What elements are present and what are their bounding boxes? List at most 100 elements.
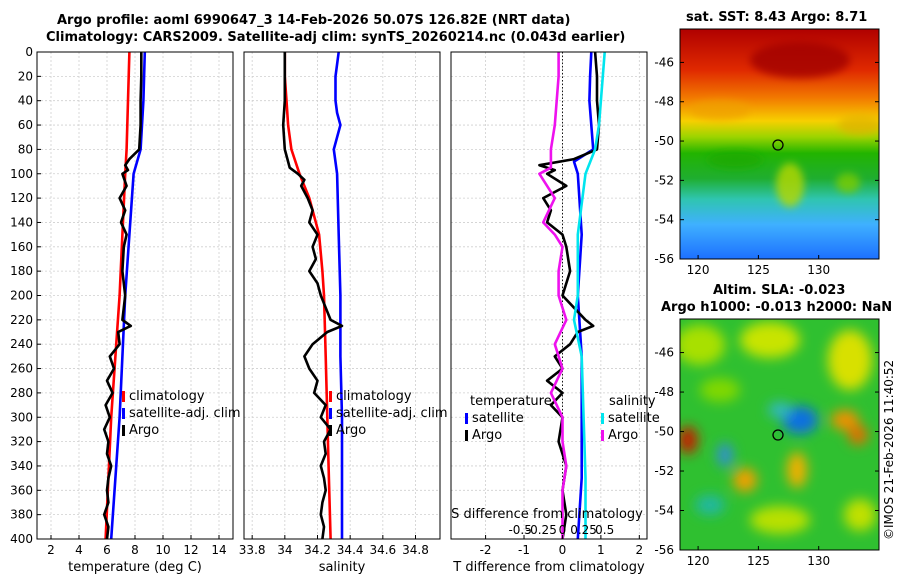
y-tick-label: 180 — [10, 264, 33, 278]
map-lat-label: -52 — [654, 464, 674, 478]
legend-swatch — [122, 425, 125, 436]
series-line-argo — [281, 52, 344, 540]
x-tick-label: 34.6 — [369, 543, 396, 557]
legend-swatch — [465, 430, 468, 441]
legend-label: climatology — [336, 389, 412, 404]
map-lat-label: -50 — [654, 134, 674, 148]
map-lon-label: 130 — [807, 263, 830, 277]
top-tick-label: -0.5 — [508, 523, 531, 537]
panel-salinity: 33.8 34 34.2 34.4 34.6 34.8 salinity climatolog… — [239, 51, 448, 575]
map-lon-label: 120 — [687, 554, 710, 568]
panel-temperature: 2 4 6 8 10 12 14 temperature (deg C) 0 20 40 60 80 10… — [10, 45, 241, 575]
map-lat-label: -56 — [654, 543, 674, 557]
legend-swatch — [329, 408, 332, 419]
x-tick-label: 2 — [635, 543, 643, 557]
y-tick-label: 280 — [10, 386, 33, 400]
series-line-t-argo — [538, 51, 601, 540]
legend-label: satellite-adj. clim — [336, 406, 448, 421]
legend-swatch — [329, 425, 332, 436]
legend-label: climatology — [129, 389, 205, 404]
x-tick-label: 34.2 — [304, 543, 331, 557]
map-lon-label: 125 — [747, 554, 770, 568]
sla-argo-marker — [772, 429, 784, 441]
top-tick-label: 0 — [559, 523, 567, 537]
x-tick-label: 4 — [75, 543, 83, 557]
y-tick-label: 0 — [25, 45, 33, 59]
x-tick-label: 12 — [183, 543, 198, 557]
y-tick-label: 160 — [10, 240, 33, 254]
x-tick-label: 14 — [211, 543, 226, 557]
map-lat-label: -54 — [654, 504, 674, 518]
map-lat-label: -50 — [654, 425, 674, 439]
y-tick-label: 320 — [10, 435, 33, 449]
figure-title-line2: Climatology: CARS2009. Satellite-adj cli… — [46, 30, 626, 45]
map-lat-label: -46 — [654, 346, 674, 360]
x-axis-label: temperature (deg C) — [68, 560, 202, 575]
axes-frame — [243, 51, 441, 540]
legend-label: Argo — [608, 428, 638, 443]
map-lat-label: -54 — [654, 213, 674, 227]
legend-swatch — [329, 391, 332, 402]
map-lat-label: -52 — [654, 173, 674, 187]
x-axis-label: T difference from climatology — [452, 560, 645, 575]
series-line-climatology — [283, 52, 332, 540]
map-lat-label: -56 — [654, 252, 674, 266]
legend-title-salinity: salinity — [609, 394, 656, 409]
y-tick-label: 140 — [10, 215, 33, 229]
top-axis-label: S difference from climatology — [451, 507, 643, 522]
legend-swatch — [601, 430, 604, 441]
y-tick-label: 40 — [18, 94, 33, 108]
x-tick-label: 10 — [155, 543, 170, 557]
x-axis-label: salinity — [319, 560, 366, 575]
imos-credit: ©IMOS 21-Feb-2026 11:40:52 — [882, 360, 896, 540]
sla-map-title-2: Argo h1000: -0.013 h2000: NaN — [661, 300, 893, 315]
y-tick-label: 120 — [10, 191, 33, 205]
axes-frame — [450, 51, 648, 540]
x-tick-label: 0 — [559, 543, 567, 557]
map-lat-label: -46 — [654, 55, 674, 69]
y-tick-label: 380 — [10, 508, 33, 522]
legend-swatch — [122, 408, 125, 419]
x-tick-label: 2 — [47, 543, 55, 557]
x-tick-label: 6 — [103, 543, 111, 557]
y-tick-label: 100 — [10, 167, 33, 181]
y-tick-label: 220 — [10, 313, 33, 327]
map-lon-label: 130 — [807, 554, 830, 568]
top-tick-label: 0.5 — [595, 523, 614, 537]
sst-argo-marker — [772, 139, 784, 151]
series-line-satellite-adj-clim — [109, 51, 147, 540]
x-tick-label: -1 — [518, 543, 530, 557]
series-line-s-satellite — [572, 51, 606, 539]
y-tick-label: 20 — [18, 69, 33, 83]
sst-map — [679, 28, 880, 260]
legend-label: Argo — [336, 423, 366, 438]
legend-label: Argo — [472, 428, 502, 443]
series-line-t-satellite — [572, 51, 595, 540]
y-tick-label: 260 — [10, 362, 33, 376]
y-tick-label: 340 — [10, 459, 33, 473]
legend-title-temperature: temperature — [470, 394, 552, 409]
x-tick-label: 1 — [597, 543, 605, 557]
y-tick-label: 240 — [10, 337, 33, 351]
legend-label: satellite — [472, 411, 524, 426]
map-ticks: -46 -48 -50 -52 -54 -56 120 125 130 -46 -48 -50 -52 -… — [654, 55, 879, 568]
y-tick-label: 400 — [10, 532, 33, 546]
y-tick-label: 300 — [10, 410, 33, 424]
legend-label: satellite — [608, 411, 660, 426]
x-tick-label: 34 — [277, 543, 292, 557]
x-tick-label: 34.8 — [402, 543, 429, 557]
series-line-satellite-adj-clim — [332, 51, 344, 539]
series-line-s-argo — [538, 52, 568, 539]
figure-title-line1: Argo profile: aoml 6990647_3 14-Feb-2026… — [57, 13, 571, 28]
sla-map — [679, 318, 880, 551]
y-tick-label: 80 — [18, 142, 33, 156]
legend-swatch — [465, 413, 468, 424]
y-tick-label: 200 — [10, 289, 33, 303]
legend-label: satellite-adj. clim — [129, 406, 241, 421]
x-tick-label: 8 — [131, 543, 139, 557]
map-lat-label: -48 — [654, 385, 674, 399]
legend-swatch — [122, 391, 125, 402]
top-tick-label: 0.25 — [570, 523, 597, 537]
top-tick-label: -0.25 — [526, 523, 557, 537]
